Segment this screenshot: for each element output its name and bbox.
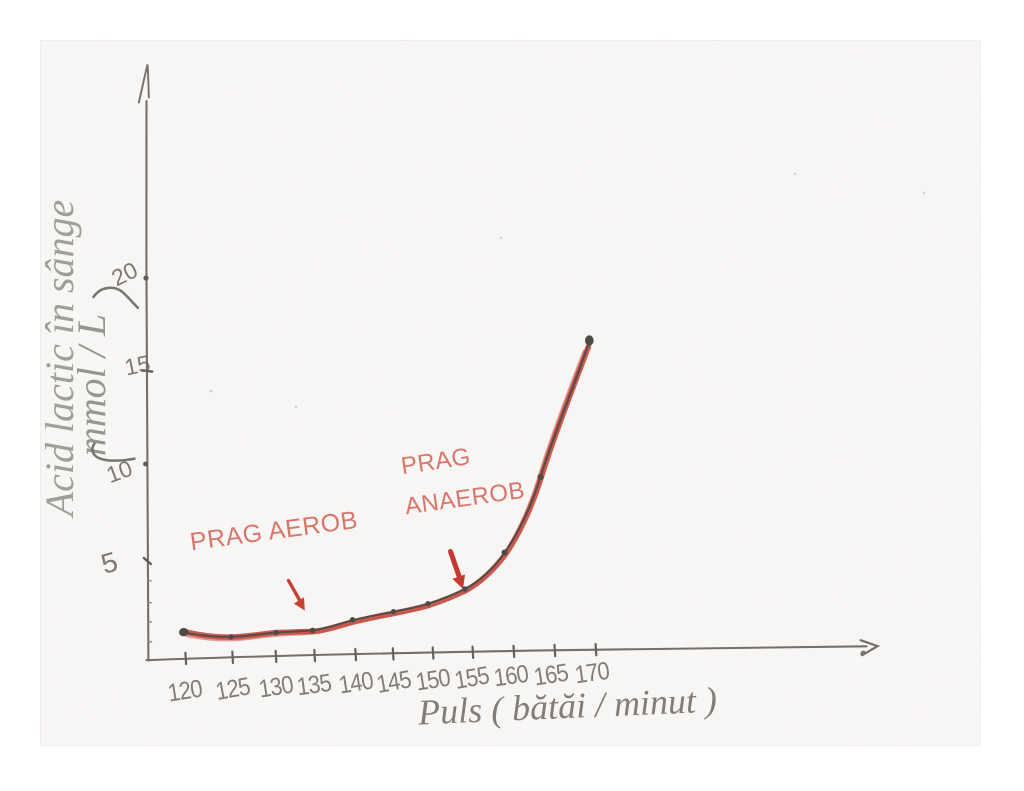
svg-text:Acid lactic în sânge: Acid lactic în sânge [37, 200, 82, 520]
svg-text:145: 145 [374, 665, 413, 698]
svg-text:170: 170 [573, 656, 611, 688]
svg-text:140: 140 [337, 666, 376, 699]
svg-text:125: 125 [213, 672, 252, 705]
svg-text:155: 155 [452, 661, 491, 694]
svg-text:150: 150 [414, 663, 453, 696]
svg-text:15: 15 [122, 350, 152, 381]
svg-text:165: 165 [532, 658, 571, 691]
svg-text:160: 160 [492, 659, 530, 691]
svg-text:120: 120 [166, 674, 205, 707]
svg-text:mmol / L: mmol / L [69, 314, 114, 456]
svg-text:135: 135 [295, 668, 333, 700]
svg-text:130: 130 [257, 670, 296, 703]
